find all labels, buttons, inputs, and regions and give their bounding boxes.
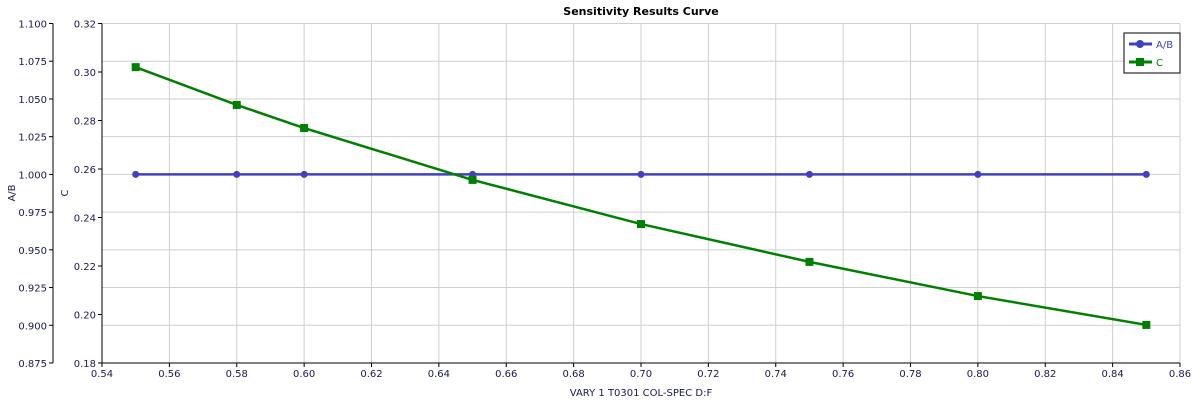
ab-tick-label: 0.950 — [18, 246, 47, 257]
data-point — [233, 170, 241, 178]
ab-tick-label: 0.925 — [18, 284, 47, 295]
ab-tick-label: 1.075 — [18, 57, 47, 68]
data-point — [637, 170, 645, 178]
data-point — [232, 100, 241, 109]
x-tick-label: 0.72 — [697, 369, 719, 380]
x-tick-label: 0.70 — [630, 369, 652, 380]
x-tick-label: 0.68 — [562, 369, 584, 380]
legend: A/B C — [1123, 32, 1181, 74]
ab-tick-label: 1.025 — [18, 133, 47, 144]
c-tick-label: 0.22 — [74, 262, 96, 273]
x-tick-label: 0.84 — [1101, 369, 1123, 380]
grid — [102, 23, 1181, 364]
x-tick-label: 0.58 — [226, 369, 248, 380]
ab-tick-label: 0.975 — [18, 208, 47, 219]
x-tick-label: 0.62 — [360, 369, 382, 380]
x-tick-label: 0.82 — [1034, 369, 1056, 380]
ab-tick-label: 1.000 — [18, 170, 47, 181]
legend-marker-ab — [1136, 40, 1144, 48]
data-point — [1142, 320, 1151, 329]
data-point — [637, 220, 645, 229]
data-point — [468, 175, 477, 184]
data-point — [805, 170, 813, 178]
x-axis-label: VARY 1 T0301 COL-SPEC D:F — [570, 388, 713, 399]
x-tick-label: 0.78 — [899, 369, 921, 380]
ab-tick-label: 0.875 — [18, 359, 47, 370]
x-tick-label: 0.80 — [967, 369, 989, 380]
x-tick-label: 0.86 — [1169, 369, 1191, 380]
x-tick-label: 0.74 — [765, 369, 787, 380]
data-point — [1142, 170, 1150, 178]
c-tick-label: 0.20 — [74, 311, 96, 322]
ab-tick-label: 1.050 — [18, 95, 47, 106]
y-axis-label-c: C — [60, 189, 71, 196]
c-tick-label: 0.30 — [74, 68, 96, 79]
series-line-c — [135, 65, 1147, 327]
legend-label-c: C — [1156, 58, 1163, 69]
c-tick-label: 0.28 — [74, 117, 96, 128]
x-tick-label: 0.66 — [495, 369, 517, 380]
y-axis-label-ab: A/B — [7, 184, 18, 201]
ab-tick-label: 1.100 — [18, 20, 47, 31]
data-point — [300, 124, 309, 133]
data-point — [973, 292, 982, 301]
x-tick-label: 0.64 — [428, 369, 450, 380]
data-point — [974, 170, 982, 178]
legend-marker-c — [1136, 58, 1144, 66]
c-tick-label: 0.24 — [74, 214, 96, 225]
x-tick-label: 0.54 — [91, 369, 113, 380]
data-point — [805, 257, 814, 266]
legend-label-ab: A/B — [1156, 40, 1173, 51]
c-tick-label: 0.18 — [74, 359, 96, 370]
x-tick-label: 0.56 — [158, 369, 180, 380]
c-tick-label: 0.26 — [74, 165, 96, 176]
chart-title: Sensitivity Results Curve — [563, 5, 718, 18]
axes: 0.54 0.56 0.58 0.60 0.62 0.64 0.66 0.68 0.70 0.72… — [18, 20, 1191, 381]
series — [131, 63, 1151, 329]
x-tick-label: 0.76 — [832, 369, 854, 380]
data-point — [131, 63, 140, 72]
c-tick-label: 0.32 — [74, 20, 96, 31]
ab-tick-label: 0.900 — [18, 321, 47, 332]
data-point — [132, 170, 140, 178]
data-point — [300, 170, 308, 178]
x-tick-label: 0.60 — [293, 369, 315, 380]
